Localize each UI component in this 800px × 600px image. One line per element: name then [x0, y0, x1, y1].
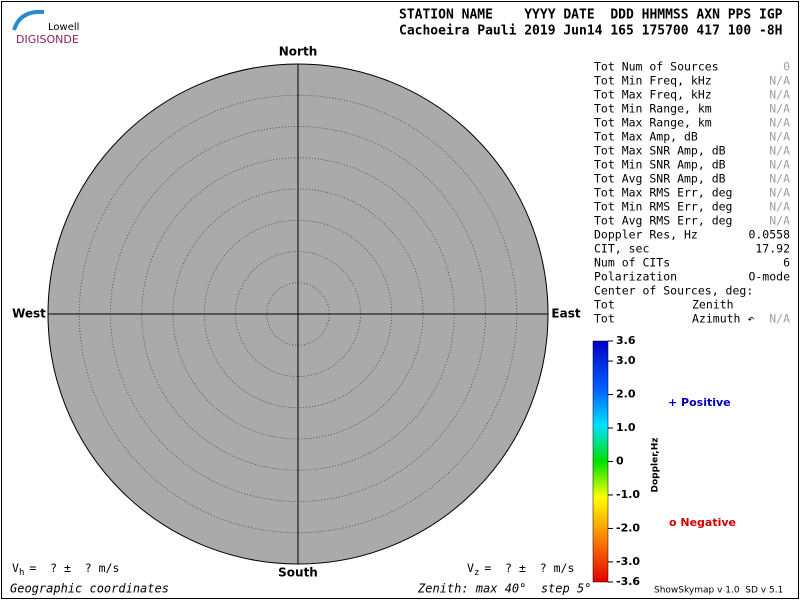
stat-label: CIT, sec [594, 242, 649, 256]
vz-text: = ? ± ? m/s [484, 561, 574, 575]
colorbar-tick-label: -3.6 [616, 575, 640, 588]
colorbar-tick-label: -2.0 [616, 521, 640, 534]
stat-label: Tot Min SNR Amp, dB [594, 158, 726, 172]
header-line: Cachoeira Pauli 2019 Jun14 165 175700 41… [399, 24, 783, 39]
stat-label: Tot Avg RMS Err, deg [594, 214, 732, 228]
stat-value: N/A [769, 144, 790, 158]
stat-value: N/A [769, 186, 790, 200]
colorbar-tick-label: 3.6 [616, 334, 636, 347]
vh-symbol: V [12, 561, 19, 575]
colorbar-tick-label: 3.0 [616, 354, 636, 367]
stat-value: N/A [769, 88, 790, 102]
stat-value: 17.92 [755, 242, 790, 256]
colorbar-ticks: 3.6 3.0 2.0 1.0 0 -1.0 -2.0 -3.0 -3.6 [608, 334, 640, 588]
colorbar-title: Doppler,Hz [651, 437, 661, 492]
stat-value: N/A [769, 116, 790, 130]
stat-value: N/A [769, 130, 790, 144]
stat-value: 0.0558 [748, 228, 790, 242]
colorbar-tick-label: -3.0 [616, 555, 640, 568]
header-line: STATION NAME YYYY DATE DDD HHMMSS AXN PP… [399, 8, 783, 23]
stat-value: N/A [769, 312, 790, 326]
stats-table: Tot Num of Sources 0 Tot Min Freq, kHz N/A T… [594, 60, 790, 326]
stat-label: Tot Min Range, km [594, 102, 712, 116]
legend-positive: + Positive [668, 396, 731, 409]
zenith-note: Zenith: max 40° step 5° [417, 582, 591, 596]
colorbar-tick-label: 1.0 [616, 421, 636, 434]
stat-label: Tot [594, 298, 615, 312]
legend-negative: o Negative [669, 516, 736, 529]
stat-label: Center of Sources, deg: [594, 284, 753, 298]
logo-top: Lowell [48, 22, 79, 33]
vh-sub: h [19, 568, 24, 578]
stat-label: Num of CITs [594, 256, 670, 270]
stat-label: Tot Avg SNR Amp, dB [594, 172, 726, 186]
stat-value: O-mode [748, 270, 790, 284]
colorbar-tick-label: 0 [616, 455, 624, 468]
colorbar [592, 340, 609, 583]
stat-value: N/A [769, 102, 790, 116]
stat-value: 0 [783, 60, 790, 74]
stat-value: N/A [769, 172, 790, 186]
stat-label: Tot Max Amp, dB [594, 130, 698, 144]
stat-label: Tot Max RMS Err, deg [594, 186, 732, 200]
vh: Vh = ? ± ? m/s [12, 561, 119, 578]
stat-label: Tot Max SNR Amp, dB [594, 144, 726, 158]
stat-label: Tot Num of Sources [594, 60, 719, 74]
stat-label: Tot Max Freq, kHz [594, 88, 712, 102]
stat-sub: Azimuth ↶ [692, 312, 754, 326]
coords: Geographic coordinates [10, 582, 169, 596]
colorbar-tick-label: -1.0 [616, 488, 640, 501]
stat-value: N/A [769, 200, 790, 214]
stat-label: Tot Min Freq, kHz [594, 74, 712, 88]
colorbar-tick-label: 2.0 [616, 388, 636, 401]
stat-sub: Zenith [692, 298, 734, 312]
vz: Vz = ? ± ? m/s [467, 561, 574, 578]
stat-label: Tot [594, 312, 615, 326]
east-label: East [551, 307, 580, 321]
logo-swoosh [12, 9, 45, 31]
stat-value: N/A [769, 214, 790, 228]
stat-value: N/A [769, 158, 790, 172]
stat-label: Tot Max Range, km [594, 116, 712, 130]
south-label: South [278, 566, 318, 580]
stat-value: 6 [783, 256, 790, 270]
north-label: North [279, 45, 317, 59]
version: ShowSkymap v 1.0 SD v 5.1 [654, 586, 783, 596]
stat-label: Tot Min RMS Err, deg [594, 200, 732, 214]
vz-sub: z [474, 568, 479, 578]
west-label: West [12, 307, 46, 321]
stat-label: Polarization [594, 270, 677, 284]
stat-value: N/A [769, 74, 790, 88]
logo-bottom: DIGISONDE [16, 33, 79, 46]
vh-text: = ? ± ? m/s [29, 561, 119, 575]
vz-symbol: V [467, 561, 474, 575]
stat-label: Doppler Res, Hz [594, 228, 698, 242]
